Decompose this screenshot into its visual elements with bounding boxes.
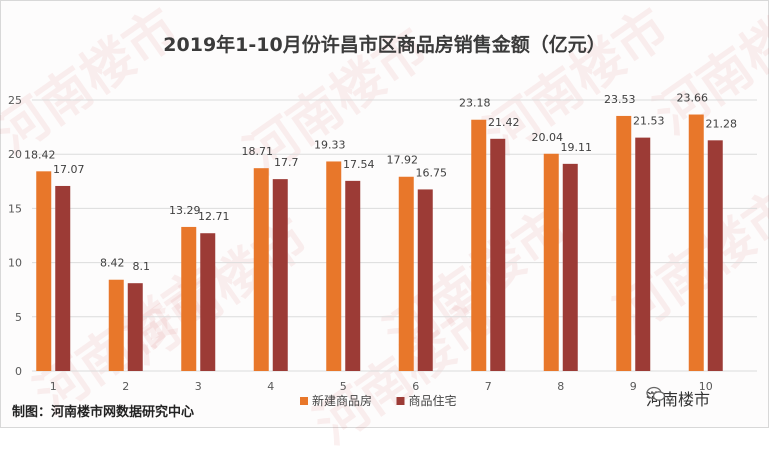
bar — [326, 161, 342, 371]
bar — [55, 185, 71, 371]
bar — [345, 180, 361, 371]
data-label: 23.66 — [677, 92, 709, 105]
bar — [688, 114, 704, 371]
legend-swatch — [396, 397, 405, 405]
legend-swatch — [300, 397, 308, 405]
x-tick-label: 10 — [699, 380, 713, 393]
data-label: 18.42 — [24, 148, 56, 161]
data-label: 21.28 — [706, 117, 738, 130]
x-tick-label: 2 — [122, 380, 129, 393]
data-label: 17.7 — [274, 156, 299, 169]
y-tick-label: 10 — [8, 257, 22, 270]
data-label: 21.53 — [633, 115, 665, 128]
bar — [272, 179, 288, 371]
bar — [616, 115, 632, 371]
bar — [398, 176, 414, 371]
data-label: 19.11 — [561, 141, 593, 154]
bar — [253, 168, 269, 371]
brand-logo: 河南楼市 — [646, 386, 710, 410]
bar — [417, 189, 433, 371]
data-label: 8.42 — [100, 257, 125, 270]
x-tick-label: 5 — [340, 380, 347, 393]
data-label: 12.71 — [198, 210, 230, 223]
bar — [36, 171, 52, 371]
credit-text: 制图：河南楼市网数据研究中心 — [12, 405, 195, 420]
bar — [543, 153, 559, 371]
y-tick-label: 5 — [15, 311, 22, 324]
data-label: 23.53 — [604, 93, 636, 106]
chart-title: 2019年1-10月份许昌市区商品房销售金额（亿元） — [163, 34, 606, 56]
wechat-icon — [646, 386, 666, 401]
bar — [707, 140, 723, 371]
data-label: 17.54 — [343, 158, 375, 171]
y-tick-label: 25 — [8, 94, 22, 107]
bar — [490, 138, 506, 371]
x-tick-label: 9 — [630, 380, 637, 393]
y-tick-label: 15 — [8, 202, 22, 215]
bar — [181, 226, 197, 371]
data-label: 20.04 — [532, 131, 564, 144]
bar — [471, 119, 487, 372]
y-tick-label: 0 — [15, 365, 22, 378]
data-label: 19.33 — [314, 138, 346, 151]
data-label: 17.07 — [53, 163, 85, 176]
data-label: 13.29 — [169, 204, 201, 217]
data-label: 17.92 — [387, 154, 419, 167]
x-tick-label: 7 — [485, 380, 492, 393]
data-label: 21.42 — [488, 116, 520, 129]
data-label: 8.1 — [133, 260, 151, 273]
bar — [562, 163, 578, 371]
data-label: 16.75 — [416, 166, 448, 179]
x-tick-label: 6 — [412, 380, 419, 393]
data-label: 18.71 — [242, 145, 274, 158]
x-tick-label: 1 — [50, 380, 57, 393]
x-tick-label: 3 — [195, 380, 202, 393]
bar — [200, 233, 216, 371]
bar — [635, 137, 651, 371]
bar — [108, 279, 124, 371]
bar — [127, 283, 143, 371]
legend-label: 新建商品房 — [312, 393, 372, 408]
x-tick-label: 4 — [267, 380, 274, 393]
y-tick-label: 20 — [8, 148, 22, 161]
x-tick-label: 8 — [557, 380, 564, 393]
data-label: 23.18 — [459, 97, 491, 110]
legend-label: 商品住宅 — [409, 393, 457, 408]
